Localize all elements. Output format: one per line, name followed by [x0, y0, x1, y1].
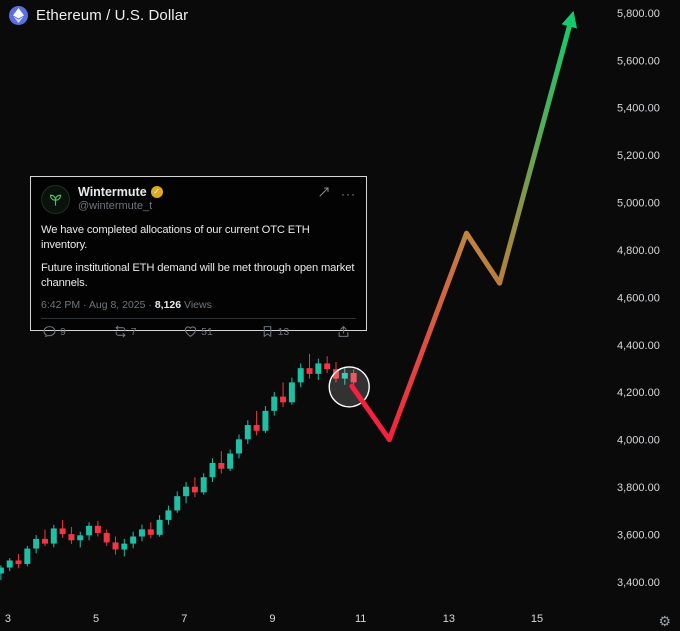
- price-axis-label: 3,800.00: [617, 482, 660, 494]
- share-button[interactable]: [337, 325, 350, 338]
- ethereum-icon: [9, 6, 28, 25]
- tweet-author-handle[interactable]: @wintermute_t: [78, 200, 153, 212]
- symbol-header[interactable]: Ethereum / U.S. Dollar: [9, 6, 188, 25]
- price-axis-label: 3,400.00: [617, 577, 660, 589]
- time-axis-label: 11: [355, 613, 366, 625]
- price-axis-label: 4,400.00: [617, 340, 660, 352]
- reply-button[interactable]: 9: [43, 325, 66, 338]
- price-axis-label: 4,000.00: [617, 435, 660, 447]
- time-axis-label: 13: [443, 613, 455, 625]
- price-axis-label: 4,800.00: [617, 245, 660, 257]
- bookmark-button[interactable]: 13: [261, 325, 290, 338]
- verified-badge-gold: ✓: [150, 186, 163, 198]
- symbol-title: Ethereum / U.S. Dollar: [36, 7, 189, 24]
- trend-arrow: [349, 10, 578, 443]
- time-axis-label: 7: [181, 613, 187, 625]
- tweet-views-count: 8,126: [154, 299, 182, 312]
- tweet-divider: [41, 318, 356, 320]
- tweet-text-line-1: We have completed allocations of our cur…: [41, 224, 310, 251]
- repost-count: 7: [130, 325, 137, 338]
- price-axis-label: 5,000.00: [617, 198, 660, 210]
- time-axis-label: 3: [5, 613, 11, 625]
- price-axis-label: 3,600.00: [617, 529, 660, 541]
- price-axis-label: 5,200.00: [617, 150, 660, 162]
- price-axis[interactable]: 5,800.00 5,600.00 5,400.00 5,200.00 5,000.00…: [617, 8, 660, 589]
- tweet-body: We have completed allocations of our cur…: [41, 223, 356, 290]
- price-axis-label: 4,200.00: [617, 387, 660, 399]
- arrow-head-icon: [561, 10, 578, 29]
- time-axis[interactable]: 3 5 7 9 11 13 15: [5, 613, 543, 625]
- tweet-views-label: Views: [184, 299, 212, 312]
- time-axis-label: 15: [531, 613, 543, 625]
- repost-button[interactable]: 7: [114, 325, 137, 338]
- price-axis-label: 5,600.00: [617, 55, 660, 67]
- like-count: 51: [201, 325, 213, 338]
- more-options-icon[interactable]: ···: [341, 187, 356, 201]
- reply-count: 9: [60, 325, 66, 338]
- wintermute-avatar[interactable]: [41, 185, 70, 214]
- price-axis-label: 5,800.00: [617, 8, 660, 20]
- tweet-card: Wintermute ✓ @wintermute_t ··· We have c…: [30, 176, 367, 338]
- time-axis-label: 5: [93, 613, 99, 625]
- time-axis-label: 9: [269, 613, 275, 625]
- tweet-time-text: 6:42 PM · Aug 8, 2025 ·: [41, 299, 152, 312]
- grok-remix-icon[interactable]: [318, 185, 330, 203]
- axis-settings-gear-icon[interactable]: ⚙: [658, 613, 671, 629]
- tweet-timestamp: 6:42 PM · Aug 8, 2025 · 8,126 Views: [41, 299, 356, 311]
- price-axis-label: 5,400.00: [617, 103, 660, 115]
- tweet-actions: 9 7 51 13: [41, 319, 356, 338]
- tweet-text-line-2: Future institutional ETH demand will be …: [41, 262, 355, 289]
- like-button[interactable]: 51: [184, 325, 213, 338]
- tweet-author-name[interactable]: Wintermute: [78, 185, 147, 199]
- price-axis-label: 4,600.00: [617, 292, 660, 304]
- bookmark-count: 13: [277, 325, 290, 338]
- candlestick-series: [0, 353, 357, 581]
